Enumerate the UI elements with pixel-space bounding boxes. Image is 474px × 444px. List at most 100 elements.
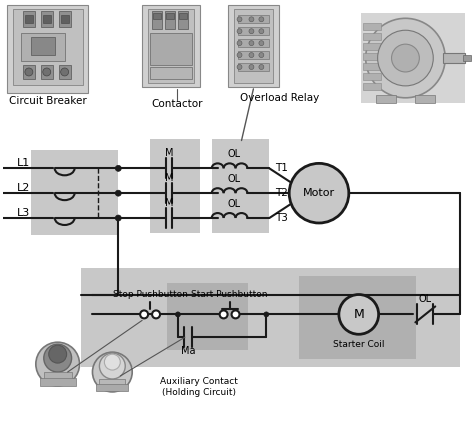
- Bar: [31, 37, 55, 55]
- Text: T3: T3: [275, 213, 288, 223]
- Circle shape: [259, 52, 264, 58]
- Bar: [463, 55, 471, 61]
- Text: Start Pushbutton: Start Pushbutton: [191, 290, 268, 299]
- Text: OL: OL: [419, 294, 432, 305]
- Bar: [153, 13, 161, 19]
- Bar: [152, 12, 162, 29]
- Text: Motor: Motor: [303, 188, 335, 198]
- Circle shape: [237, 41, 242, 46]
- Text: M: M: [354, 308, 364, 321]
- Circle shape: [232, 310, 239, 318]
- Bar: [96, 384, 128, 391]
- Text: OL: OL: [228, 174, 241, 184]
- Text: M: M: [165, 173, 173, 183]
- Text: L1: L1: [17, 159, 30, 168]
- Bar: [59, 65, 71, 79]
- Circle shape: [43, 68, 51, 76]
- Bar: [178, 12, 188, 29]
- Bar: [363, 63, 381, 70]
- Bar: [31, 151, 118, 235]
- Circle shape: [49, 345, 67, 363]
- Circle shape: [237, 17, 242, 22]
- Bar: [150, 33, 192, 65]
- Circle shape: [249, 41, 254, 46]
- Bar: [41, 65, 53, 79]
- Bar: [23, 65, 35, 79]
- Text: Circuit Breaker: Circuit Breaker: [9, 96, 87, 106]
- Circle shape: [44, 344, 72, 372]
- Text: T2: T2: [275, 188, 288, 198]
- Bar: [165, 12, 175, 29]
- Bar: [100, 379, 125, 388]
- Text: Overload Relay: Overload Relay: [240, 93, 319, 103]
- Circle shape: [259, 41, 264, 46]
- Bar: [61, 16, 69, 23]
- Bar: [43, 16, 51, 23]
- Circle shape: [366, 18, 445, 98]
- Bar: [148, 9, 194, 83]
- Bar: [7, 5, 89, 93]
- Bar: [234, 9, 273, 83]
- Text: M: M: [165, 198, 173, 208]
- Bar: [363, 73, 381, 80]
- Text: Ma: Ma: [181, 346, 195, 356]
- Bar: [212, 139, 269, 233]
- Bar: [237, 39, 269, 47]
- Bar: [166, 13, 174, 19]
- Bar: [363, 83, 381, 90]
- Circle shape: [219, 310, 228, 318]
- Bar: [142, 5, 200, 87]
- Bar: [375, 95, 395, 103]
- Circle shape: [140, 310, 148, 318]
- Circle shape: [249, 17, 254, 22]
- Circle shape: [100, 353, 125, 379]
- Circle shape: [392, 44, 419, 72]
- Text: Auxiliary Contact
(Holding Circuit): Auxiliary Contact (Holding Circuit): [160, 377, 238, 396]
- Bar: [13, 9, 82, 85]
- Bar: [415, 95, 435, 103]
- Circle shape: [378, 30, 433, 86]
- Bar: [363, 53, 381, 60]
- Circle shape: [237, 29, 242, 34]
- Circle shape: [175, 312, 181, 317]
- Circle shape: [61, 68, 69, 76]
- Bar: [167, 283, 248, 350]
- Bar: [41, 12, 53, 27]
- Bar: [299, 276, 416, 359]
- Circle shape: [249, 29, 254, 34]
- Circle shape: [289, 163, 349, 223]
- Bar: [81, 268, 460, 367]
- Bar: [363, 23, 381, 30]
- Bar: [237, 16, 269, 23]
- Circle shape: [339, 294, 379, 334]
- Text: T1: T1: [275, 163, 288, 173]
- Circle shape: [115, 215, 121, 221]
- Bar: [237, 63, 269, 71]
- Circle shape: [104, 354, 120, 370]
- Circle shape: [264, 312, 269, 317]
- Bar: [361, 13, 465, 103]
- Bar: [40, 378, 75, 386]
- Bar: [363, 33, 381, 40]
- Bar: [25, 16, 33, 23]
- Text: L3: L3: [17, 208, 30, 218]
- Bar: [237, 27, 269, 35]
- Circle shape: [249, 52, 254, 58]
- Bar: [44, 372, 72, 382]
- Bar: [237, 51, 269, 59]
- Text: Contactor: Contactor: [151, 99, 203, 109]
- Circle shape: [115, 190, 121, 196]
- Bar: [23, 12, 35, 27]
- Circle shape: [25, 68, 33, 76]
- Text: OL: OL: [228, 199, 241, 209]
- Circle shape: [259, 29, 264, 34]
- Circle shape: [237, 52, 242, 58]
- Bar: [150, 139, 200, 233]
- Bar: [59, 12, 71, 27]
- Circle shape: [259, 64, 264, 69]
- Circle shape: [237, 64, 242, 69]
- Text: L2: L2: [17, 183, 30, 193]
- Bar: [150, 67, 192, 79]
- Circle shape: [249, 64, 254, 69]
- Text: OL: OL: [228, 150, 241, 159]
